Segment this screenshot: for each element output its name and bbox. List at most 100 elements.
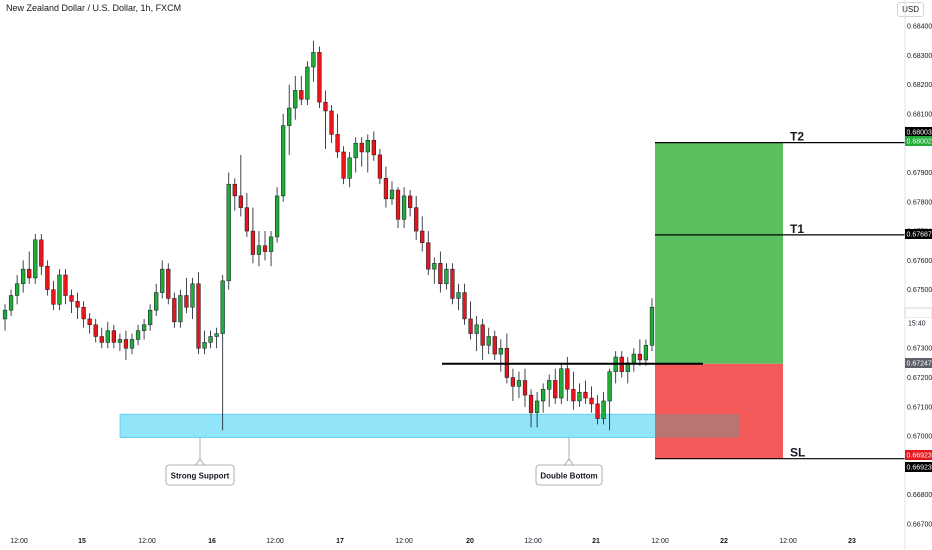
candle[interactable] (220, 280, 225, 334)
candle[interactable] (69, 295, 74, 302)
candle[interactable] (595, 403, 600, 419)
candle[interactable] (492, 336, 497, 355)
candle[interactable] (450, 268, 455, 299)
candle[interactable] (474, 324, 479, 334)
candle[interactable] (371, 139, 376, 156)
candle[interactable] (577, 391, 582, 402)
candle[interactable] (172, 298, 177, 323)
candle[interactable] (583, 391, 588, 399)
candle[interactable] (541, 388, 546, 402)
candle[interactable] (335, 134, 340, 153)
candle[interactable] (99, 336, 104, 343)
candle[interactable] (63, 274, 68, 296)
candle[interactable] (14, 283, 20, 296)
candle[interactable] (57, 274, 62, 305)
candle[interactable] (462, 292, 467, 320)
candle[interactable] (244, 207, 249, 232)
candle[interactable] (383, 178, 389, 200)
candle[interactable] (202, 342, 207, 349)
candle[interactable] (135, 330, 141, 340)
candle[interactable] (117, 339, 123, 343)
candle[interactable] (262, 245, 268, 252)
candle[interactable] (486, 336, 491, 346)
candle[interactable] (601, 400, 606, 419)
candle[interactable] (498, 347, 503, 355)
candle[interactable] (105, 330, 110, 343)
candle[interactable] (359, 142, 364, 153)
candle[interactable] (408, 195, 413, 208)
candle[interactable] (305, 66, 310, 100)
candle[interactable] (426, 242, 431, 270)
candle[interactable] (559, 368, 564, 399)
candle[interactable] (528, 394, 534, 413)
candle[interactable] (33, 239, 38, 279)
candle[interactable] (353, 142, 358, 159)
candle[interactable] (51, 289, 56, 305)
candle[interactable] (456, 292, 461, 299)
candle[interactable] (341, 151, 346, 179)
candle[interactable] (347, 157, 352, 179)
candle[interactable] (571, 388, 576, 402)
candle[interactable] (534, 400, 540, 413)
candle[interactable] (480, 324, 485, 346)
candle[interactable] (377, 154, 383, 179)
candle[interactable] (311, 52, 316, 68)
candle[interactable] (141, 324, 147, 331)
candle[interactable] (154, 292, 159, 311)
candle[interactable] (256, 245, 262, 255)
candle[interactable] (401, 195, 407, 220)
candle[interactable] (129, 339, 135, 349)
candle[interactable] (87, 318, 92, 326)
candle[interactable] (190, 283, 195, 308)
candle[interactable] (468, 318, 473, 334)
candle[interactable] (293, 90, 298, 109)
candle[interactable] (148, 309, 153, 326)
target-zone[interactable] (655, 142, 783, 364)
candle[interactable] (414, 207, 419, 232)
candle[interactable] (637, 353, 643, 361)
candle[interactable] (420, 230, 425, 244)
candle[interactable] (274, 195, 280, 238)
candle[interactable] (299, 90, 304, 100)
currency-button[interactable]: USD (897, 2, 924, 17)
candle[interactable] (389, 189, 395, 200)
candle[interactable] (178, 295, 183, 323)
candle[interactable] (317, 52, 322, 103)
candle[interactable] (438, 263, 443, 285)
candle[interactable] (45, 265, 50, 290)
candle[interactable] (607, 371, 612, 402)
candle[interactable] (589, 397, 594, 405)
candle[interactable] (432, 263, 437, 270)
candle[interactable] (522, 380, 528, 396)
candle[interactable] (547, 380, 552, 390)
candle[interactable] (208, 336, 213, 343)
candle[interactable] (111, 330, 116, 343)
candle[interactable] (238, 195, 243, 208)
candle[interactable] (510, 377, 516, 387)
support-zone[interactable] (119, 413, 741, 438)
candle[interactable] (250, 230, 256, 255)
candle[interactable] (565, 368, 570, 390)
candle[interactable] (329, 110, 334, 135)
strong-support-callout[interactable] (165, 464, 235, 486)
candle[interactable] (281, 125, 286, 197)
candle[interactable] (27, 268, 32, 279)
candle[interactable] (649, 306, 655, 346)
candle[interactable] (81, 306, 86, 320)
candle[interactable] (444, 268, 449, 285)
candle[interactable] (232, 183, 237, 197)
candle[interactable] (166, 268, 171, 299)
candle[interactable] (93, 324, 98, 337)
candle[interactable] (8, 295, 14, 311)
candle[interactable] (184, 295, 189, 308)
candle[interactable] (214, 333, 219, 337)
candle[interactable] (516, 380, 522, 387)
candle[interactable] (395, 189, 401, 220)
candle[interactable] (323, 101, 328, 112)
candle[interactable] (2, 309, 8, 320)
candle[interactable] (631, 353, 636, 364)
candle[interactable] (365, 139, 370, 153)
candle[interactable] (123, 339, 129, 349)
candle[interactable] (287, 107, 292, 126)
